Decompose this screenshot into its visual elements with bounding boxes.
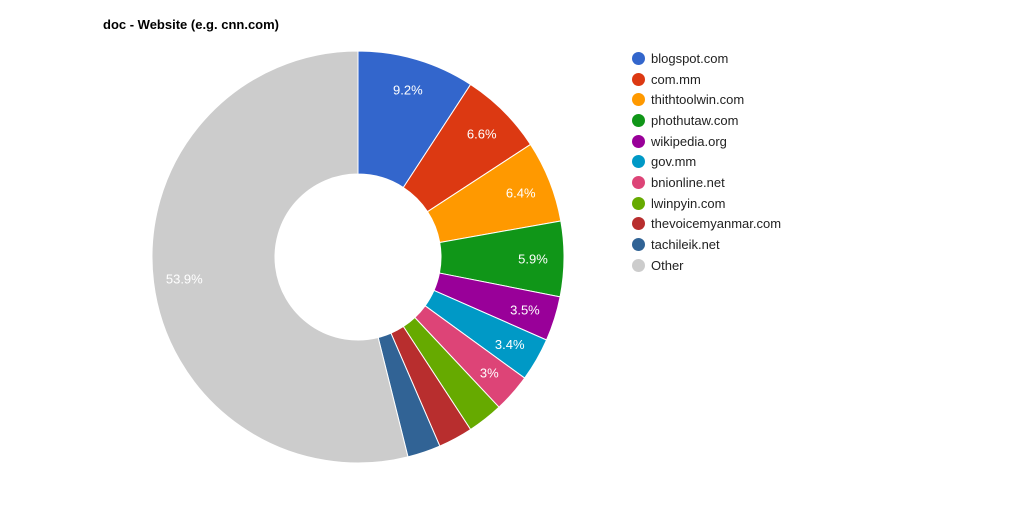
legend-swatch-icon — [632, 175, 645, 189]
legend-item[interactable]: wikipedia.org — [632, 131, 781, 152]
legend-item[interactable]: phothutaw.com — [632, 110, 781, 131]
slice-label: 3.4% — [495, 337, 525, 352]
legend-swatch-icon — [632, 217, 645, 231]
legend-swatch-icon — [632, 196, 645, 210]
legend-item[interactable]: lwinpyin.com — [632, 193, 781, 214]
legend-label: Other — [651, 257, 684, 273]
legend-label: blogspot.com — [651, 50, 729, 66]
slice-label: 9.2% — [393, 82, 423, 97]
legend-item[interactable]: com.mm — [632, 69, 781, 90]
legend-swatch-icon — [632, 134, 645, 148]
slice-label: 3% — [480, 366, 499, 381]
legend-item[interactable]: tachileik.net — [632, 234, 781, 255]
legend-swatch-icon — [632, 113, 645, 127]
legend-item[interactable]: thevoicemyanmar.com — [632, 214, 781, 235]
legend-item[interactable]: bnionline.net — [632, 172, 781, 193]
legend-item[interactable]: thithtoolwin.com — [632, 89, 781, 110]
chart-title: doc - Website (e.g. cnn.com) — [103, 17, 280, 32]
legend-item[interactable]: gov.mm — [632, 151, 781, 172]
legend-label: thevoicemyanmar.com — [651, 216, 782, 232]
legend-item[interactable]: blogspot.com — [632, 48, 781, 69]
legend-swatch-icon — [632, 93, 645, 107]
legend-swatch-icon — [632, 51, 645, 65]
legend-item[interactable]: Other — [632, 255, 781, 276]
legend-label: phothutaw.com — [651, 112, 739, 128]
legend-label: tachileik.net — [651, 237, 720, 253]
legend-swatch-icon — [632, 238, 645, 252]
legend-label: bnionline.net — [651, 174, 725, 190]
slice-other[interactable] — [151, 50, 409, 464]
slice-label: 5.9% — [518, 252, 548, 267]
legend-swatch-icon — [632, 72, 645, 86]
legend: blogspot.com com.mm thithtoolwin.com phothu… — [632, 48, 781, 276]
legend-label: wikipedia.org — [651, 133, 727, 149]
legend-label: thithtoolwin.com — [651, 92, 745, 108]
slice-label: 53.9% — [166, 271, 203, 286]
legend-label: lwinpyin.com — [651, 195, 726, 211]
legend-swatch-icon — [632, 155, 645, 169]
slice-label: 6.4% — [506, 186, 536, 201]
legend-label: gov.mm — [651, 154, 697, 170]
legend-label: com.mm — [651, 71, 701, 87]
legend-swatch-icon — [632, 258, 645, 272]
slice-label: 3.5% — [510, 303, 540, 318]
slice-label: 6.6% — [467, 126, 497, 141]
